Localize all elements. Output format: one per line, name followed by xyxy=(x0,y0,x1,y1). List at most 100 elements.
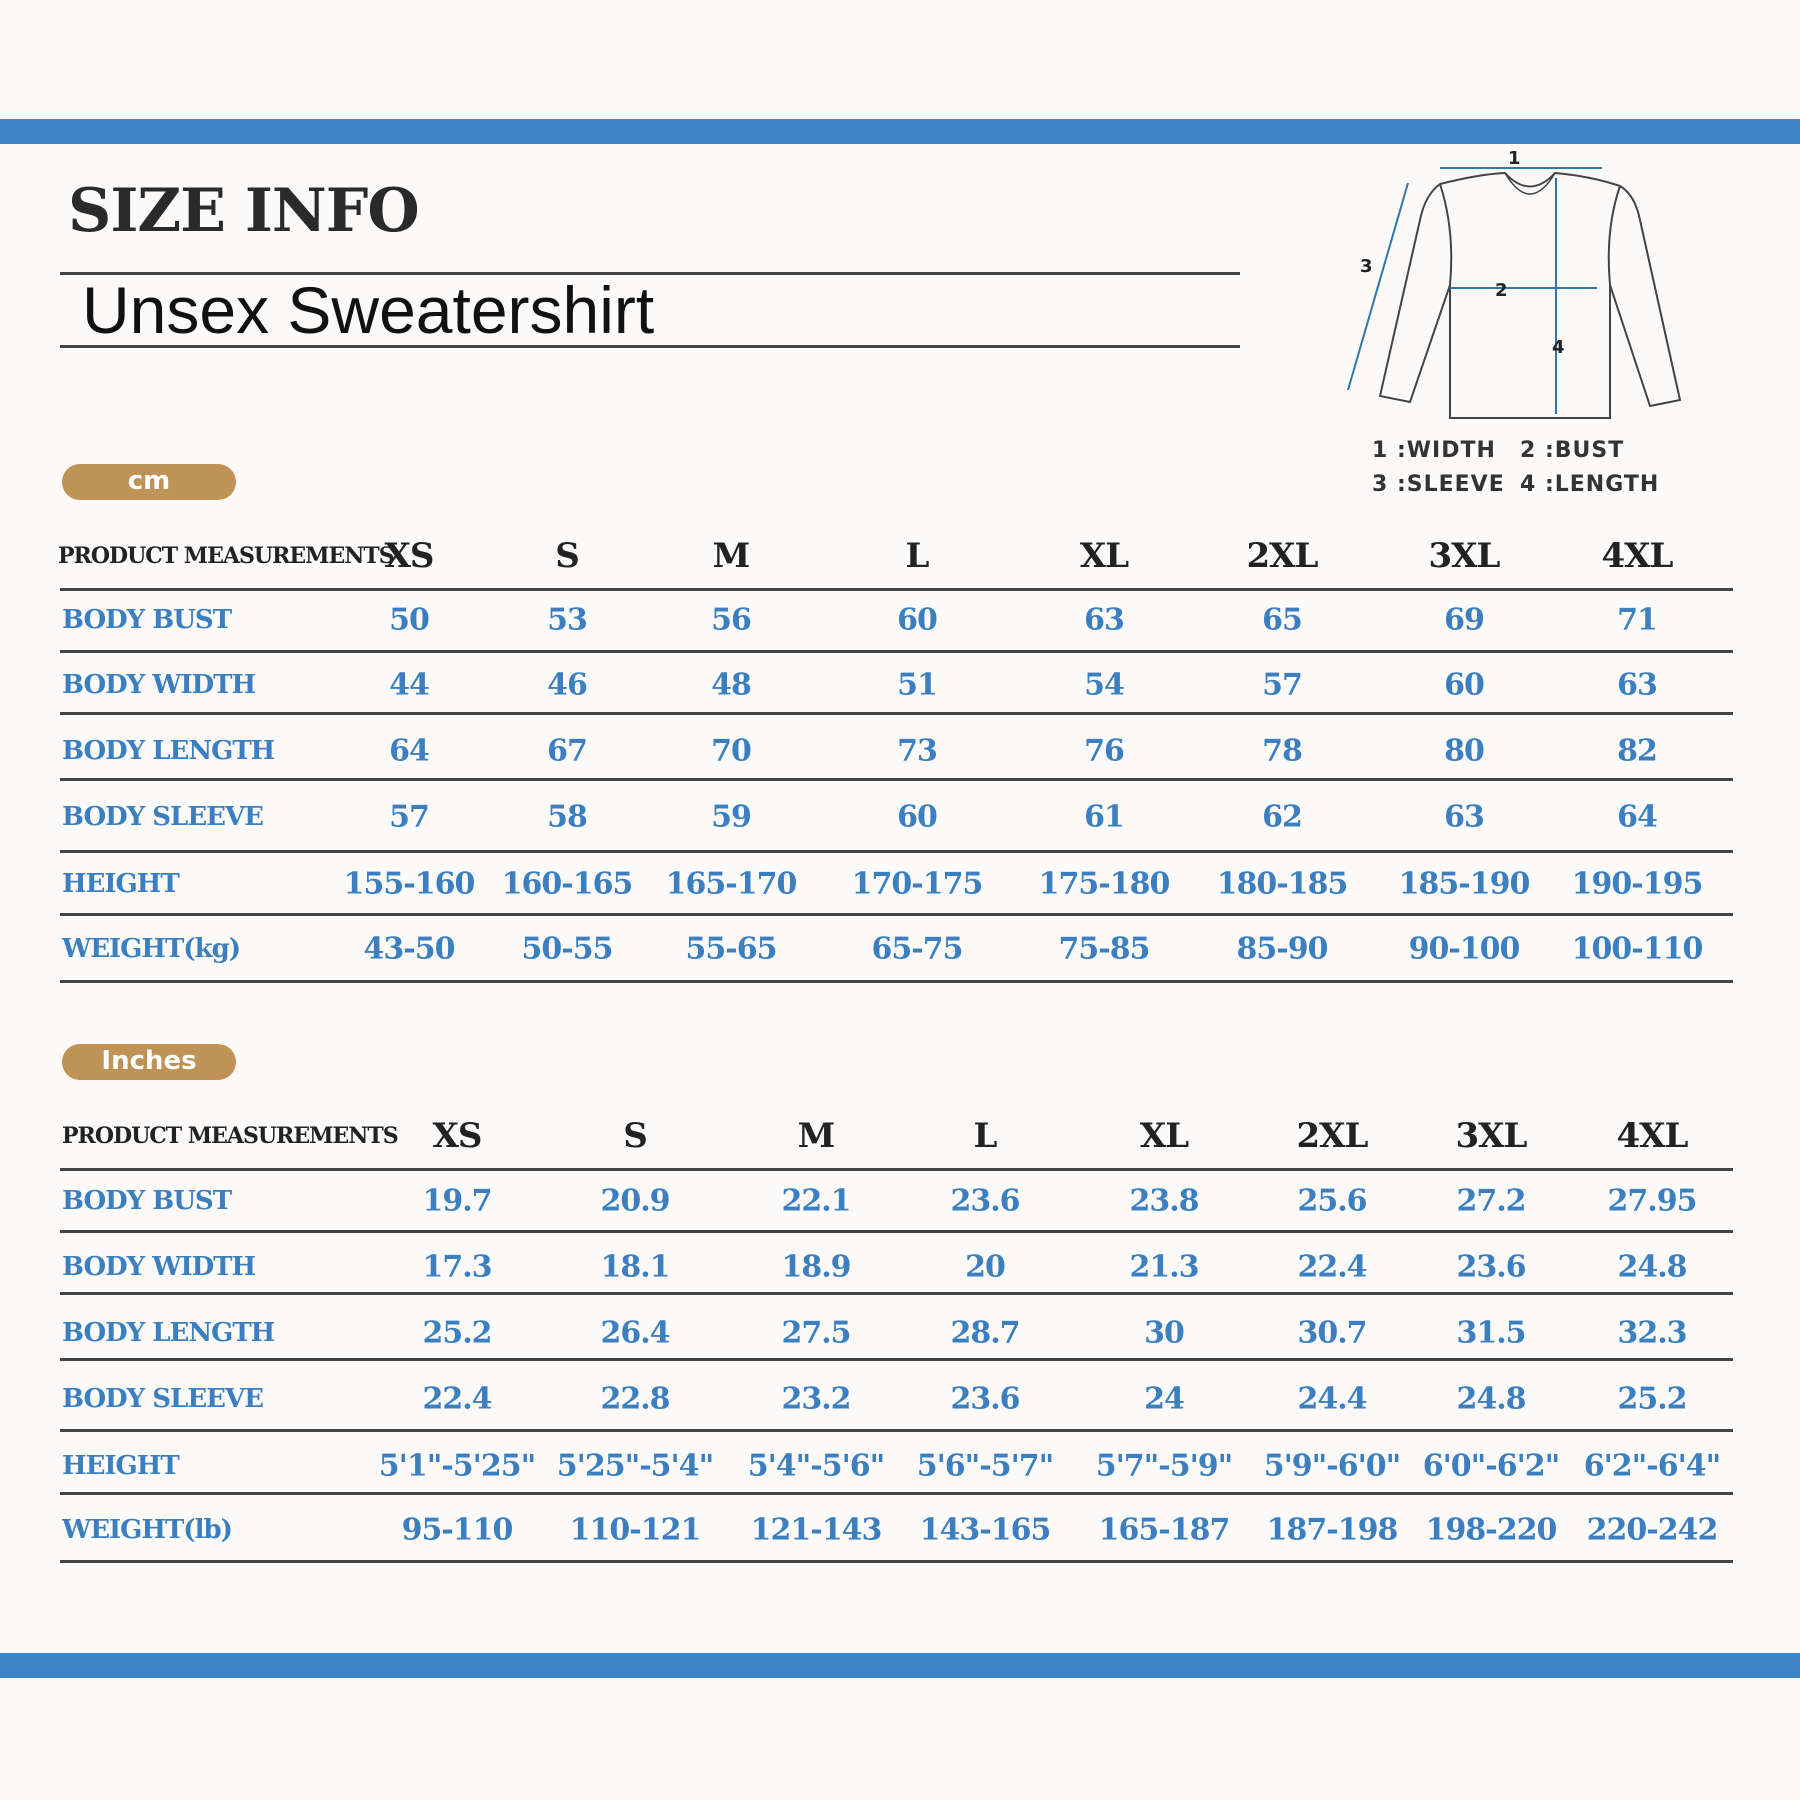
size-column-header: XL xyxy=(1139,1116,1189,1156)
table-cell: 54 xyxy=(1084,667,1125,703)
table-cell: 71 xyxy=(1617,602,1658,638)
table-row-divider xyxy=(60,1230,1733,1233)
table-cell: 5'25"-5'4" xyxy=(556,1448,714,1484)
table-cell: 187-198 xyxy=(1266,1512,1399,1548)
table-row-divider xyxy=(60,1429,1733,1432)
table-cell: 50-55 xyxy=(521,931,614,967)
diagram-legend-item: 1 :WIDTH xyxy=(1372,438,1496,463)
table-cell: 60 xyxy=(897,602,938,638)
table-cell: 198-220 xyxy=(1425,1512,1558,1548)
table-row-divider xyxy=(60,913,1733,916)
table-cell: 43-50 xyxy=(363,931,456,967)
table-row-divider xyxy=(60,850,1733,853)
table-cell: 76 xyxy=(1084,733,1125,769)
table-cell: 165-187 xyxy=(1098,1512,1231,1548)
table-cell: 30.7 xyxy=(1297,1315,1367,1351)
table-row-divider xyxy=(60,1292,1733,1295)
table-cell: 23.6 xyxy=(1456,1249,1526,1285)
table-cell: 18.1 xyxy=(600,1249,670,1285)
table-cell: 5'9"-6'0" xyxy=(1263,1448,1402,1484)
size-column-header: 3XL xyxy=(1428,536,1501,576)
size-column-header: L xyxy=(973,1116,998,1156)
table-cell: 28.7 xyxy=(950,1315,1020,1351)
divider xyxy=(60,272,1240,275)
size-column-header: XL xyxy=(1079,536,1129,576)
table-cell: 170-175 xyxy=(851,866,984,902)
row-label: BODY LENGTH xyxy=(62,736,275,766)
table-row-divider xyxy=(60,1358,1733,1361)
page-title: SIZE INFO xyxy=(68,176,420,246)
row-label: BODY SLEEVE xyxy=(62,1384,264,1414)
long-sleeve-shirt-diagram-icon: 1 2 3 4 xyxy=(1330,140,1690,435)
table-cell: 220-242 xyxy=(1586,1512,1719,1548)
table-cell: 75-85 xyxy=(1058,931,1151,967)
table-cell: 78 xyxy=(1262,733,1303,769)
diagram-legend-item: 2 :BUST xyxy=(1520,438,1625,463)
table-cell: 185-190 xyxy=(1398,866,1531,902)
table-cell: 180-185 xyxy=(1216,866,1349,902)
table-cell: 175-180 xyxy=(1038,866,1171,902)
unit-badge: Inches xyxy=(62,1044,236,1080)
table-row-divider xyxy=(60,1168,1733,1171)
table-row-divider xyxy=(60,650,1733,653)
size-column-header: 2XL xyxy=(1246,536,1319,576)
table-cell: 58 xyxy=(547,799,588,835)
table-cell: 22.1 xyxy=(781,1183,851,1219)
size-column-header: M xyxy=(712,536,751,576)
unit-badge: cm xyxy=(62,464,236,500)
table-cell: 22.4 xyxy=(422,1381,492,1417)
table-cell: 23.8 xyxy=(1129,1183,1199,1219)
table-cell: 25.6 xyxy=(1297,1183,1367,1219)
row-label: HEIGHT xyxy=(62,869,180,899)
size-column-header: 3XL xyxy=(1455,1116,1528,1156)
table-cell: 55-65 xyxy=(685,931,778,967)
row-label: HEIGHT xyxy=(62,1451,180,1481)
table-cell: 64 xyxy=(389,733,430,769)
table-row-divider xyxy=(60,980,1733,983)
table-cell: 32.3 xyxy=(1617,1315,1687,1351)
table-cell: 73 xyxy=(897,733,938,769)
table-row-divider xyxy=(60,588,1733,591)
size-column-header: S xyxy=(555,536,580,576)
table-cell: 6'0"-6'2" xyxy=(1422,1448,1561,1484)
table-cell: 46 xyxy=(547,667,588,703)
size-column-header: L xyxy=(905,536,930,576)
row-label: BODY WIDTH xyxy=(62,1252,256,1282)
table-cell: 23.6 xyxy=(950,1381,1020,1417)
table-cell: 20.9 xyxy=(600,1183,670,1219)
row-label: BODY SLEEVE xyxy=(62,802,264,832)
table-cell: 69 xyxy=(1444,602,1485,638)
table-cell: 60 xyxy=(897,799,938,835)
table-row-divider xyxy=(60,778,1733,781)
size-column-header: M xyxy=(797,1116,836,1156)
table-cell: 50 xyxy=(389,602,430,638)
table-cell: 62 xyxy=(1262,799,1303,835)
table-cell: 90-100 xyxy=(1408,931,1521,967)
diagram-marker: 3 xyxy=(1360,256,1373,277)
table-cell: 70 xyxy=(711,733,752,769)
table-cell: 24.4 xyxy=(1297,1381,1367,1417)
table-row-divider xyxy=(60,1560,1733,1563)
table-cell: 63 xyxy=(1084,602,1125,638)
table-cell: 165-170 xyxy=(665,866,798,902)
top-accent-bar xyxy=(0,119,1800,144)
table-cell: 25.2 xyxy=(1617,1381,1687,1417)
table-cell: 5'1"-5'25" xyxy=(378,1448,536,1484)
table-cell: 143-165 xyxy=(919,1512,1052,1548)
table-cell: 17.3 xyxy=(422,1249,492,1285)
diagram-legend-item: 3 :SLEEVE xyxy=(1372,472,1505,497)
row-label: BODY BUST xyxy=(62,1186,232,1216)
table-cell: 27.95 xyxy=(1607,1183,1698,1219)
table-cell: 80 xyxy=(1444,733,1485,769)
diagram-marker: 2 xyxy=(1495,280,1508,301)
table-cell: 95-110 xyxy=(401,1512,514,1548)
table-cell: 190-195 xyxy=(1571,866,1704,902)
table-cell: 155-160 xyxy=(343,866,476,902)
diagram-marker: 1 xyxy=(1508,148,1521,169)
table-cell: 30 xyxy=(1144,1315,1185,1351)
diagram-marker: 4 xyxy=(1552,337,1565,358)
table-cell: 31.5 xyxy=(1456,1315,1526,1351)
row-label: BODY LENGTH xyxy=(62,1318,275,1348)
table-cell: 27.5 xyxy=(781,1315,851,1351)
table-cell: 18.9 xyxy=(781,1249,851,1285)
